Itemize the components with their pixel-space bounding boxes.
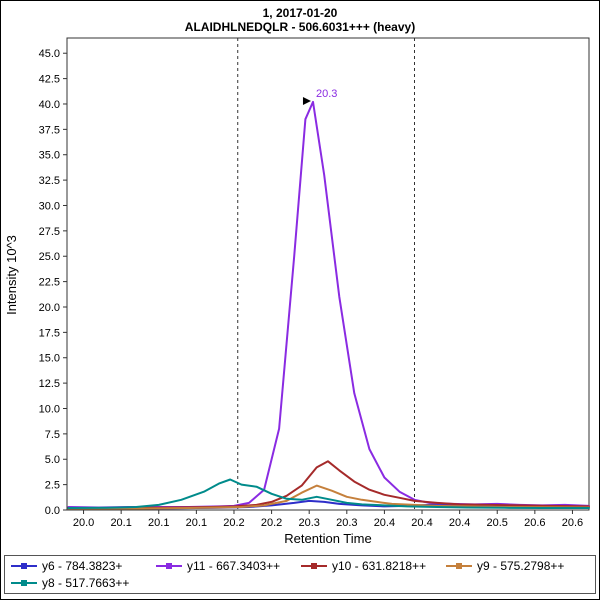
y-tick-label: 27.5	[39, 226, 60, 238]
y-tick-label: 35.0	[39, 150, 60, 162]
chart-subtitle: ALAIDHLNEDQLR - 506.6031+++ (heavy)	[184, 20, 416, 34]
chart-header: 1, 2017-01-20 ALAIDHLNEDQLR - 506.6031++…	[1, 1, 599, 34]
series-line-y9[interactable]	[67, 484, 590, 510]
y-tick-label: 40.0	[39, 99, 60, 111]
x-tick-label: 20.4	[449, 517, 470, 529]
plot-area-border	[66, 37, 590, 511]
legend-item-y11: y11 - 667.3403++	[154, 559, 299, 573]
legend-swatch-icon	[11, 580, 37, 586]
x-tick-label: 20.5	[487, 517, 508, 529]
x-tick-label: 20.2	[223, 517, 244, 529]
legend-item-y9: y9 - 575.2798++	[444, 559, 589, 573]
x-tick-label: 20.1	[148, 517, 169, 529]
legend-item-y10: y10 - 631.8218++	[299, 559, 444, 573]
y-tick-label: 32.5	[39, 175, 60, 187]
y-tick-label: 5.0	[45, 454, 60, 466]
legend-item-label: y8 - 517.7663++	[42, 576, 130, 590]
x-tick-label: 20.1	[186, 517, 207, 529]
y-axis-ticks: 0.0 2.5 5.0 7.5 10.0 12.5 15.0 17.5 20.0 22.5 25.0…	[39, 48, 67, 517]
legend-marker-icon	[311, 563, 317, 569]
legend-swatch-icon	[301, 563, 327, 569]
chromatogram-plot[interactable]: 0.0 2.5 5.0 7.5 10.0 12.5 15.0 17.5 20.0 22.5 25.0…	[1, 34, 600, 554]
chart-title: 1, 2017-01-20	[262, 6, 338, 20]
y-tick-label: 2.5	[45, 480, 60, 492]
x-axis-title: Retention Time	[284, 531, 371, 546]
y-tick-label: 12.5	[39, 378, 60, 390]
x-tick-label: 20.4	[411, 517, 432, 529]
peak-pointer-icon	[302, 96, 311, 105]
y-tick-label: 20.0	[39, 302, 60, 314]
legend-item-label: y9 - 575.2798++	[477, 559, 565, 573]
legend: y6 - 784.3823+ y11 - 667.3403++ y10 - 631.…	[4, 555, 596, 594]
y-tick-label: 45.0	[39, 48, 60, 60]
x-tick-label: 20.1	[110, 517, 131, 529]
x-tick-label: 20.6	[524, 517, 545, 529]
x-axis-ticks: 20.0 20.1 20.1 20.1 20.2 20.2 20.3 20.3 20.4 20.4…	[73, 510, 583, 529]
y-tick-label: 22.5	[39, 277, 60, 289]
integration-boundaries	[237, 38, 415, 510]
y-tick-label: 0.0	[45, 505, 60, 517]
legend-item-y6: y6 - 784.3823+	[9, 559, 154, 573]
legend-swatch-icon	[156, 563, 182, 569]
x-tick-label: 20.3	[298, 517, 319, 529]
x-tick-label: 20.6	[562, 517, 583, 529]
legend-swatch-icon	[11, 563, 37, 569]
y-tick-label: 7.5	[45, 429, 60, 441]
y-tick-label: 30.0	[39, 200, 60, 212]
y-tick-label: 15.0	[39, 353, 60, 365]
peak-rt-label: 20.3	[316, 88, 337, 100]
legend-item-label: y6 - 784.3823+	[42, 559, 123, 573]
y-tick-label: 42.5	[39, 74, 60, 86]
legend-item-label: y11 - 667.3403++	[187, 559, 281, 573]
y-axis-title: Intensity 10^3	[4, 235, 19, 315]
legend-item-label: y10 - 631.8218++	[332, 559, 427, 573]
y-tick-label: 10.0	[39, 403, 60, 415]
legend-marker-icon	[21, 563, 27, 569]
legend-item-y8: y8 - 517.7663++	[9, 576, 154, 590]
peak-annotation: 20.3	[302, 88, 337, 105]
legend-swatch-icon	[446, 563, 472, 569]
x-tick-label: 20.2	[261, 517, 282, 529]
x-tick-label: 20.0	[73, 517, 94, 529]
legend-marker-icon	[166, 563, 172, 569]
y-tick-label: 37.5	[39, 124, 60, 136]
x-tick-label: 20.3	[336, 517, 357, 529]
x-tick-label: 20.4	[374, 517, 395, 529]
series-line-y8[interactable]	[67, 478, 590, 509]
series-lines	[67, 100, 590, 510]
y-tick-label: 25.0	[39, 251, 60, 263]
legend-marker-icon	[21, 580, 27, 586]
y-tick-label: 17.5	[39, 327, 60, 339]
legend-marker-icon	[456, 563, 462, 569]
